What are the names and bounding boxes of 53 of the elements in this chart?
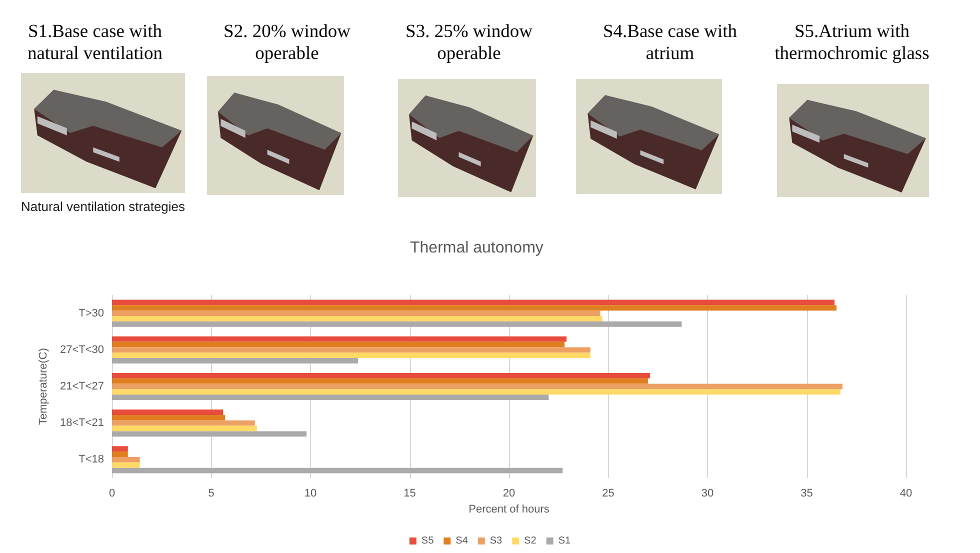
bar — [112, 378, 648, 384]
y-tick-label: T<18 — [78, 454, 104, 466]
legend-label: S5 — [421, 536, 434, 546]
legend-label: S3 — [490, 536, 503, 546]
text: S1.Base case with natural ventilation — [27, 22, 163, 64]
x-axis-title: Percent of hours — [468, 504, 550, 516]
bar — [112, 462, 140, 468]
bar — [112, 431, 307, 437]
bar — [112, 394, 549, 400]
bar — [112, 456, 140, 462]
text: S5.Atrium with thermochromic glass — [774, 22, 930, 64]
bar — [112, 446, 128, 452]
text: S4.Base case with atrium — [602, 22, 738, 64]
bar — [112, 310, 600, 316]
bar — [112, 316, 602, 322]
bar — [112, 342, 565, 348]
bar — [112, 305, 837, 311]
bar — [112, 414, 226, 420]
text: S2. 20% window operable — [224, 22, 350, 64]
y-tick-label: 18<T<21 — [60, 417, 104, 430]
legend-label: S1 — [558, 536, 572, 546]
bar — [112, 384, 842, 390]
bar — [112, 420, 255, 426]
text: Natural ventilation strategies — [21, 199, 186, 214]
bar — [112, 358, 358, 364]
y-tick-label: 27<T<30 — [60, 344, 104, 356]
legend-label: S4 — [456, 536, 468, 546]
chart-title: Thermal autonomy — [410, 240, 544, 256]
legend-label: S2 — [524, 536, 537, 546]
bar — [112, 452, 128, 457]
bar — [112, 336, 567, 342]
bar — [112, 352, 590, 358]
y-axis-title: Temperature(C) — [38, 348, 50, 426]
x-tick-label: 35 — [800, 488, 813, 500]
bar — [112, 300, 835, 306]
bar — [112, 389, 840, 395]
x-tick-label: 5 — [208, 488, 214, 500]
x-tick-label: 20 — [502, 488, 516, 500]
x-tick-label: 25 — [602, 488, 614, 500]
text: S3. 25% window operable — [406, 22, 532, 64]
x-tick-label: 30 — [701, 488, 714, 500]
y-tick-label: 21<T<27 — [60, 380, 104, 392]
bar — [112, 372, 650, 378]
bar — [112, 347, 590, 353]
x-tick-label: 15 — [404, 488, 416, 500]
bar — [112, 468, 563, 474]
bar — [112, 410, 224, 415]
y-tick-label: T>30 — [78, 307, 104, 320]
bar — [112, 426, 257, 432]
x-tick-label: 0 — [108, 488, 116, 500]
bar — [112, 321, 682, 327]
x-tick-label: 10 — [304, 488, 317, 500]
x-tick-label: 40 — [900, 488, 912, 500]
